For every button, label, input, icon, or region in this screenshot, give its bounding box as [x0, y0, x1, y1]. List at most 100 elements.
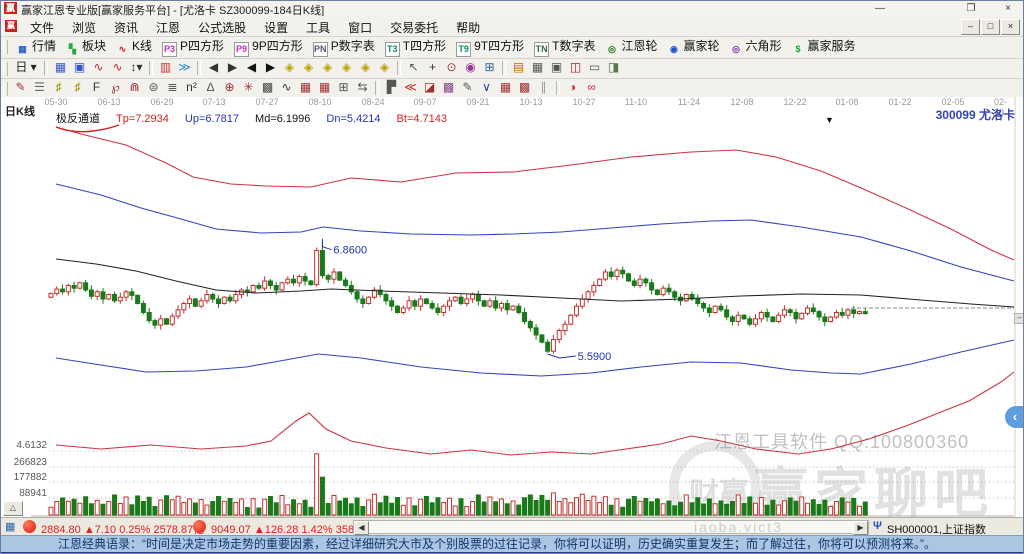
menu-文件[interactable]: 文件	[30, 21, 55, 35]
next-bar-icon[interactable]: ▶	[265, 60, 276, 74]
zigzag-icon[interactable]: ∨	[482, 80, 491, 94]
hatch-lines-icon[interactable]: ☰	[34, 80, 45, 94]
wave-icon[interactable]: ∿	[281, 80, 292, 94]
winner-service-button[interactable]: $ 赢家服务	[787, 37, 861, 56]
9p-square-button[interactable]: P9 9P四方形	[229, 37, 308, 57]
mdi-minimize-button[interactable]: –	[961, 19, 980, 35]
winner-wheel-button[interactable]: ◉ 赢家轮	[662, 37, 724, 56]
gann-grid2-icon[interactable]: ♯	[74, 80, 81, 94]
notes-icon[interactable]: ▣	[550, 60, 563, 74]
rays-icon[interactable]: ≪	[404, 80, 417, 94]
diamond-left-icon[interactable]: ◈	[284, 60, 295, 74]
circle-grid-icon[interactable]: ⊞	[338, 80, 349, 94]
diamond-expand-icon[interactable]: ◈	[322, 60, 333, 74]
menu-公式选股[interactable]: 公式选股	[198, 21, 247, 35]
restore-button[interactable]: ❐	[966, 3, 976, 14]
save-icon[interactable]: ◫	[569, 60, 582, 74]
p-square-button[interactable]: P3 P四方形	[157, 37, 229, 57]
kline-plot[interactable]: ▼ 6.8600 5.5900	[1, 97, 1024, 517]
menu-帮助[interactable]: 帮助	[456, 21, 481, 35]
taiji-icon[interactable]: ◑	[568, 80, 577, 94]
grid3-icon[interactable]: ▦	[499, 80, 512, 94]
arc-tool-icon[interactable]: ∆	[206, 80, 215, 94]
window-grid-icon[interactable]: ⊞	[484, 60, 495, 74]
quote-table-icon[interactable]: ▦	[5, 521, 16, 533]
scroll-right-icon[interactable]: ▶	[853, 521, 868, 535]
menu-资讯[interactable]: 资讯	[114, 21, 139, 35]
matrix-icon[interactable]: ▩	[518, 80, 531, 94]
first-page-icon[interactable]: ◀	[208, 60, 219, 74]
diamond-down-icon[interactable]: ◈	[379, 60, 390, 74]
p-table-button[interactable]: PN P数字表	[308, 37, 380, 57]
prev-bar-icon[interactable]: ◀	[246, 60, 257, 74]
target-icon[interactable]: ⊕	[224, 80, 235, 94]
t-table-button[interactable]: TN T数字表	[529, 37, 600, 57]
period-day-dropdown[interactable]: 日 ▾	[15, 60, 37, 74]
sh-index-icon[interactable]	[23, 520, 36, 533]
menu-浏览[interactable]: 浏览	[72, 21, 97, 35]
angle-fan-icon[interactable]: ⋒	[129, 80, 140, 94]
active-index-label[interactable]: SH000001,上证指数	[887, 524, 987, 536]
period-tab-daily[interactable]: 日K线	[5, 106, 35, 118]
diamond-shrink-icon[interactable]: ◈	[341, 60, 352, 74]
ribbon-icon[interactable]: ≫	[178, 60, 191, 74]
diag-lines-icon[interactable]: ∥	[540, 80, 547, 94]
crosshair-icon[interactable]: +	[428, 60, 436, 74]
select-window-icon[interactable]: ▛	[386, 80, 397, 94]
scale-dropdown[interactable]: ↕▾	[130, 60, 143, 74]
hexagon-button[interactable]: ◎ 六角形	[725, 37, 787, 56]
dense-grid-icon[interactable]: ≣	[167, 80, 178, 94]
kchart-frame-icon[interactable]: ▥	[159, 60, 172, 74]
export-icon[interactable]: ◨	[607, 60, 620, 74]
sectors-button[interactable]: ▚ 板块	[61, 37, 111, 56]
gann-grid-icon[interactable]: ♯	[55, 80, 62, 94]
pan-hand-icon[interactable]: ↖	[408, 60, 419, 74]
circle-lines-icon[interactable]: ⊜	[148, 80, 159, 94]
scroll-left-icon[interactable]: ◀	[354, 521, 369, 535]
t-square-button[interactable]: T3 T四方形	[380, 37, 451, 57]
calendar-icon[interactable]: ▤	[512, 60, 525, 74]
square-n2-icon[interactable]: n²	[186, 80, 197, 94]
calculator-icon[interactable]: ▦	[531, 60, 544, 74]
collapse-pane-button[interactable]: △	[3, 501, 23, 516]
pencil2-icon[interactable]: ✎	[462, 80, 473, 94]
fill-icon[interactable]: ▩	[442, 80, 455, 94]
star-burst-icon[interactable]: ✳	[243, 80, 254, 94]
kline-small-icon[interactable]: ∿	[93, 60, 104, 74]
menu-江恩[interactable]: 江恩	[156, 21, 181, 35]
mdi-restore-button[interactable]: □	[981, 19, 1000, 35]
brush-icon[interactable]: ✎	[15, 80, 26, 94]
side-panel-expander-button[interactable]: ‹	[1005, 406, 1023, 428]
fibonacci-icon[interactable]: F	[92, 80, 101, 94]
board-view-icon[interactable]: ▦	[54, 60, 67, 74]
sz-index-icon[interactable]	[193, 520, 206, 533]
sh-index-quote[interactable]: 2884.80 ▲7.10 0.25% 2578.87亿	[41, 524, 205, 536]
9t-square-button[interactable]: T9 9T四方形	[451, 37, 529, 57]
kline-button[interactable]: ∿ K线	[111, 37, 157, 56]
stamp-tool-icon[interactable]: ◉	[465, 60, 476, 74]
gann-square2-icon[interactable]: ▦	[318, 80, 331, 94]
menu-工具[interactable]: 工具	[306, 21, 331, 35]
diamond-right-icon[interactable]: ◈	[303, 60, 314, 74]
infinity-icon[interactable]: ∞	[587, 80, 596, 94]
menu-交易委托[interactable]: 交易委托	[390, 21, 439, 35]
gann-wheel-button[interactable]: ◎ 江恩轮	[600, 37, 662, 56]
info-view-icon[interactable]: ▣	[73, 60, 86, 74]
zoom-tool-icon[interactable]: ⊙	[446, 60, 457, 74]
quotes-button[interactable]: ▦ 行情	[11, 37, 61, 56]
print-icon[interactable]: ▭	[588, 60, 601, 74]
spiral-icon[interactable]: ℘	[111, 80, 120, 94]
minimize-button[interactable]: —	[875, 3, 885, 14]
menu-设置[interactable]: 设置	[264, 21, 289, 35]
last-page-icon[interactable]: ▶	[227, 60, 238, 74]
menu-窗口[interactable]: 窗口	[348, 21, 373, 35]
time-span-icon[interactable]: ⇆	[357, 80, 368, 94]
kline-large-icon[interactable]: ∿	[112, 60, 123, 74]
dark-rect-icon[interactable]: ▩	[261, 80, 274, 94]
kline-chart-area[interactable]: 05-30 06-13 06-29 07-13 07-27 08-10 08-24 09-07…	[1, 97, 1024, 533]
mdi-close-button[interactable]: ×	[1001, 19, 1020, 35]
splitter-handle[interactable]: –	[1014, 313, 1023, 324]
shade-icon[interactable]: ◪	[423, 80, 436, 94]
close-button[interactable]: ×	[1005, 3, 1011, 14]
diamond-up-icon[interactable]: ◈	[360, 60, 371, 74]
